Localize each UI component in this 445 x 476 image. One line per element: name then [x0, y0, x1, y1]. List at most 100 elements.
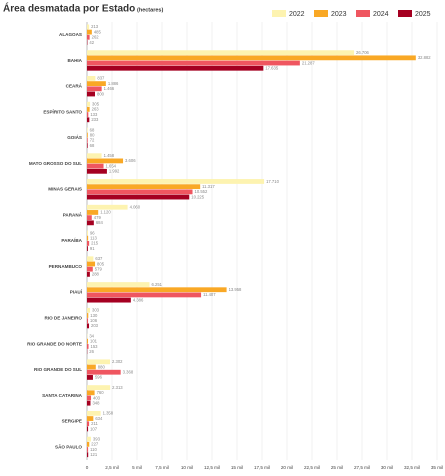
- bar: [87, 143, 88, 148]
- value-label: 21.287: [302, 60, 315, 65]
- value-label: 262: [92, 35, 100, 40]
- bar: [87, 34, 90, 40]
- legend-swatch: [398, 10, 412, 17]
- category-label: SANTA CATARINA: [42, 393, 83, 398]
- value-label: 72: [90, 138, 95, 143]
- bar: [87, 385, 111, 390]
- bar: [87, 241, 90, 246]
- value-label: 2.302: [112, 359, 123, 364]
- bar: [87, 364, 96, 370]
- x-tick-label: 7,5 mil: [155, 465, 169, 470]
- bar: [87, 271, 90, 277]
- value-label: 760: [97, 390, 105, 395]
- value-label: 80: [90, 132, 95, 137]
- bar: [87, 447, 89, 452]
- x-tick-label: 15 mil: [231, 465, 243, 470]
- category-label: PERNAMBUCO: [49, 264, 83, 269]
- value-label: 393: [93, 436, 101, 441]
- bar: [87, 297, 131, 303]
- bar: [87, 194, 190, 200]
- category-label: PIAUÍ: [70, 288, 83, 295]
- value-label: 133: [90, 112, 98, 117]
- value-label: 1.466: [104, 86, 115, 91]
- bar: [87, 220, 94, 226]
- value-label: 34: [89, 333, 94, 338]
- bar: [87, 163, 104, 169]
- category-label: PARAÍBA: [61, 236, 82, 243]
- bar: [87, 230, 88, 236]
- bar: [87, 210, 99, 215]
- bar: [87, 117, 90, 123]
- x-tick-label: 17,5 mil: [254, 465, 270, 470]
- value-label: 3.606: [125, 158, 136, 163]
- value-label: 203: [91, 323, 99, 328]
- bar: [87, 179, 265, 184]
- bar: [87, 91, 95, 97]
- bar: [87, 436, 91, 442]
- bar: [87, 344, 89, 349]
- category-label: SERGIPE: [62, 419, 82, 424]
- value-label: 479: [94, 215, 102, 220]
- bar: [87, 76, 96, 81]
- bar: [87, 29, 92, 35]
- bar: [87, 158, 124, 164]
- bar: [87, 292, 202, 298]
- value-label: 303: [92, 308, 100, 313]
- category-label: MINAS GERAIS: [48, 187, 82, 192]
- value-label: 17.710: [266, 179, 279, 184]
- value-label: 113: [90, 236, 97, 241]
- value-label: 10.552: [195, 189, 208, 194]
- value-label: 1.120: [100, 210, 111, 215]
- bar: [87, 395, 92, 401]
- value-label: 32.882: [418, 55, 431, 60]
- value-label: 837: [97, 76, 105, 81]
- value-label: 880: [98, 364, 106, 369]
- value-label: 263: [92, 107, 100, 112]
- bar: [87, 112, 89, 117]
- category-label: ALAGOAS: [59, 32, 82, 37]
- x-tick-label: 30 mil: [381, 465, 393, 470]
- x-tick-label: 2,5 mil: [105, 465, 119, 470]
- value-label: 3.368: [123, 370, 134, 375]
- category-label: RIO GRANDE DO NORTE: [27, 341, 82, 346]
- x-tick-label: 22,5 mil: [304, 465, 320, 470]
- bar: [87, 132, 88, 138]
- value-label: 2.313: [112, 385, 123, 390]
- value-label: 91: [90, 246, 95, 251]
- category-label: CEARÁ: [66, 83, 83, 89]
- legend-label: 2023: [331, 11, 347, 18]
- bar: [87, 421, 90, 427]
- x-tick-label: 20 mil: [281, 465, 293, 470]
- value-label: 1.458: [104, 153, 115, 158]
- x-tick-label: 32,5 mil: [404, 465, 420, 470]
- bar: [87, 369, 121, 375]
- category-label: ESPÍRITO SANTO: [43, 107, 82, 114]
- bar: [87, 441, 90, 447]
- bar: [87, 452, 89, 458]
- value-label: 805: [97, 261, 105, 266]
- bar: [87, 153, 102, 159]
- bar: [87, 282, 150, 287]
- value-label: 17.635: [265, 66, 278, 71]
- bar: [87, 410, 101, 416]
- legend-label: 2022: [289, 11, 305, 18]
- value-label: 684: [96, 220, 104, 225]
- bar: [87, 168, 107, 174]
- bar: [87, 266, 93, 272]
- x-tick-label: 25 mil: [331, 465, 343, 470]
- legend-swatch: [314, 10, 328, 17]
- value-label: 11.317: [202, 184, 215, 189]
- bar: [87, 261, 96, 267]
- value-label: 4.060: [130, 205, 141, 210]
- bar: [87, 86, 102, 92]
- bar: [87, 65, 264, 71]
- bar: [87, 215, 92, 221]
- category-label: GOIÁS: [67, 134, 82, 140]
- value-label: 68: [90, 143, 95, 148]
- value-label: 26: [89, 349, 94, 354]
- value-label: 227: [91, 442, 99, 447]
- category-label: PARANÁ: [63, 211, 83, 217]
- legend-label: 2025: [415, 11, 431, 18]
- legend-swatch: [356, 10, 370, 17]
